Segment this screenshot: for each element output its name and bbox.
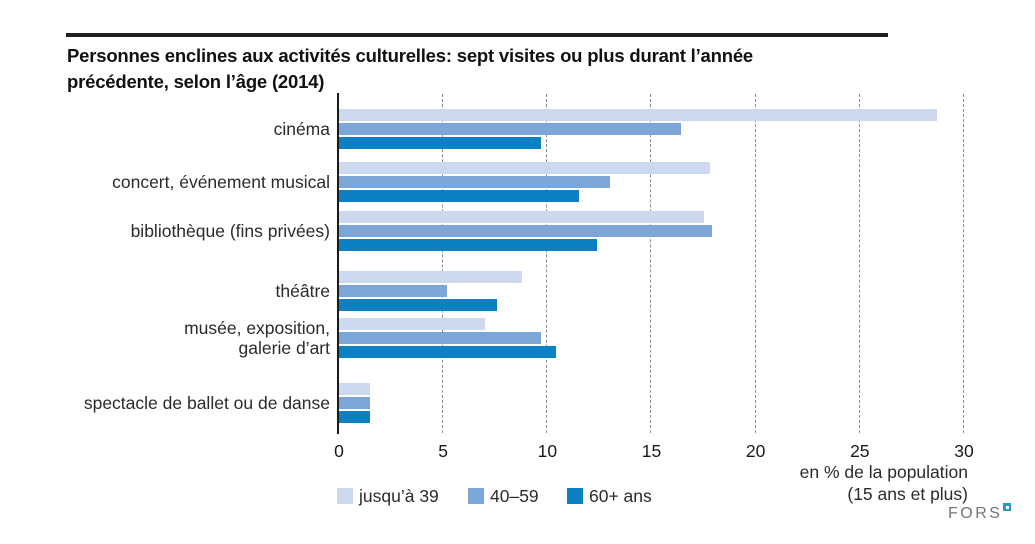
x-axis-caption: en % de la population (15 ans et plus) — [568, 461, 968, 505]
gridline — [546, 94, 548, 433]
legend-swatch-icon — [337, 488, 353, 504]
x-tick-label: 0 — [334, 441, 344, 461]
bar — [339, 225, 712, 237]
bar — [339, 411, 371, 423]
bar — [339, 137, 542, 149]
category-label: théâtre — [275, 280, 330, 301]
legend-label: jusqu’à 39 — [359, 485, 439, 506]
gridline — [858, 94, 860, 433]
legend-label: 60+ ans — [589, 485, 652, 506]
bar — [339, 123, 681, 135]
legend-swatch-icon — [567, 488, 583, 504]
chart-title: Personnes enclines aux activités culture… — [67, 43, 967, 95]
bar — [339, 318, 485, 330]
category-label: musée, exposition, galerie d’art — [184, 317, 330, 358]
x-tick-label: 30 — [954, 441, 974, 461]
gridline — [442, 94, 444, 433]
bar — [339, 285, 448, 297]
gridline — [962, 94, 964, 433]
legend-item: 60+ ans — [567, 485, 652, 506]
x-tick-label: 10 — [537, 441, 558, 461]
bar — [339, 397, 371, 409]
legend-item: jusqu’à 39 — [337, 485, 439, 506]
bar — [339, 346, 556, 358]
bar — [339, 109, 937, 121]
x-axis-caption-line2: (15 ans et plus) — [847, 484, 968, 504]
category-label: concert, événement musical — [112, 171, 330, 192]
x-tick-label: 25 — [850, 441, 870, 461]
legend-swatch-icon — [468, 488, 484, 504]
legend-label: 40–59 — [490, 485, 539, 506]
gridline — [650, 94, 652, 433]
x-axis-caption-line1: en % de la population — [799, 462, 968, 482]
bar — [339, 383, 371, 395]
title-rule — [66, 33, 888, 37]
y-axis-line — [337, 93, 339, 434]
gridline — [754, 94, 756, 433]
category-label: spectacle de ballet ou de danse — [83, 392, 330, 413]
bar — [339, 271, 523, 283]
legend-item: 40–59 — [468, 485, 539, 506]
category-label: cinéma — [273, 118, 330, 139]
chart-title-line1: Personnes enclines aux activités culture… — [67, 45, 754, 66]
bar — [339, 190, 579, 202]
bar — [339, 176, 610, 188]
bar — [339, 239, 598, 251]
category-label: bibliothèque (fins privées) — [130, 220, 330, 241]
bar — [339, 299, 498, 311]
fors-logo: FORS — [948, 503, 1012, 523]
chart-title-line2: précédente, selon l’âge (2014) — [67, 71, 325, 92]
x-tick-label: 5 — [438, 441, 449, 461]
x-tick-label: 20 — [745, 441, 766, 461]
bar — [339, 332, 542, 344]
bar — [339, 162, 710, 174]
fors-logo-text: FORS — [948, 505, 1003, 522]
fors-logo-mark-icon — [1003, 503, 1012, 511]
bar — [339, 211, 704, 223]
x-tick-label: 15 — [641, 441, 662, 461]
